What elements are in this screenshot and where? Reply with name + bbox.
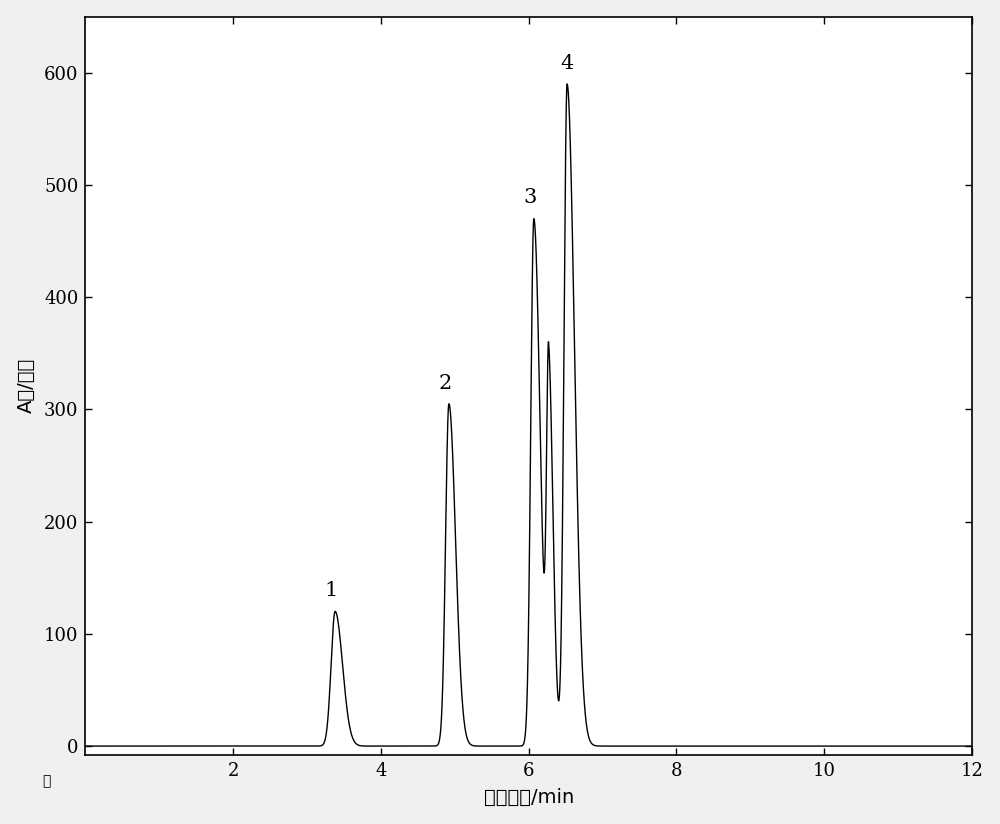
Y-axis label: A山/图响: A山/图响	[17, 358, 36, 414]
Text: 1: 1	[325, 581, 338, 600]
Text: 4: 4	[560, 54, 574, 73]
Text: 2: 2	[439, 373, 452, 392]
Text: 口: 口	[42, 774, 51, 788]
X-axis label: 保留时间/min: 保留时间/min	[484, 789, 574, 808]
Text: 3: 3	[523, 189, 537, 208]
